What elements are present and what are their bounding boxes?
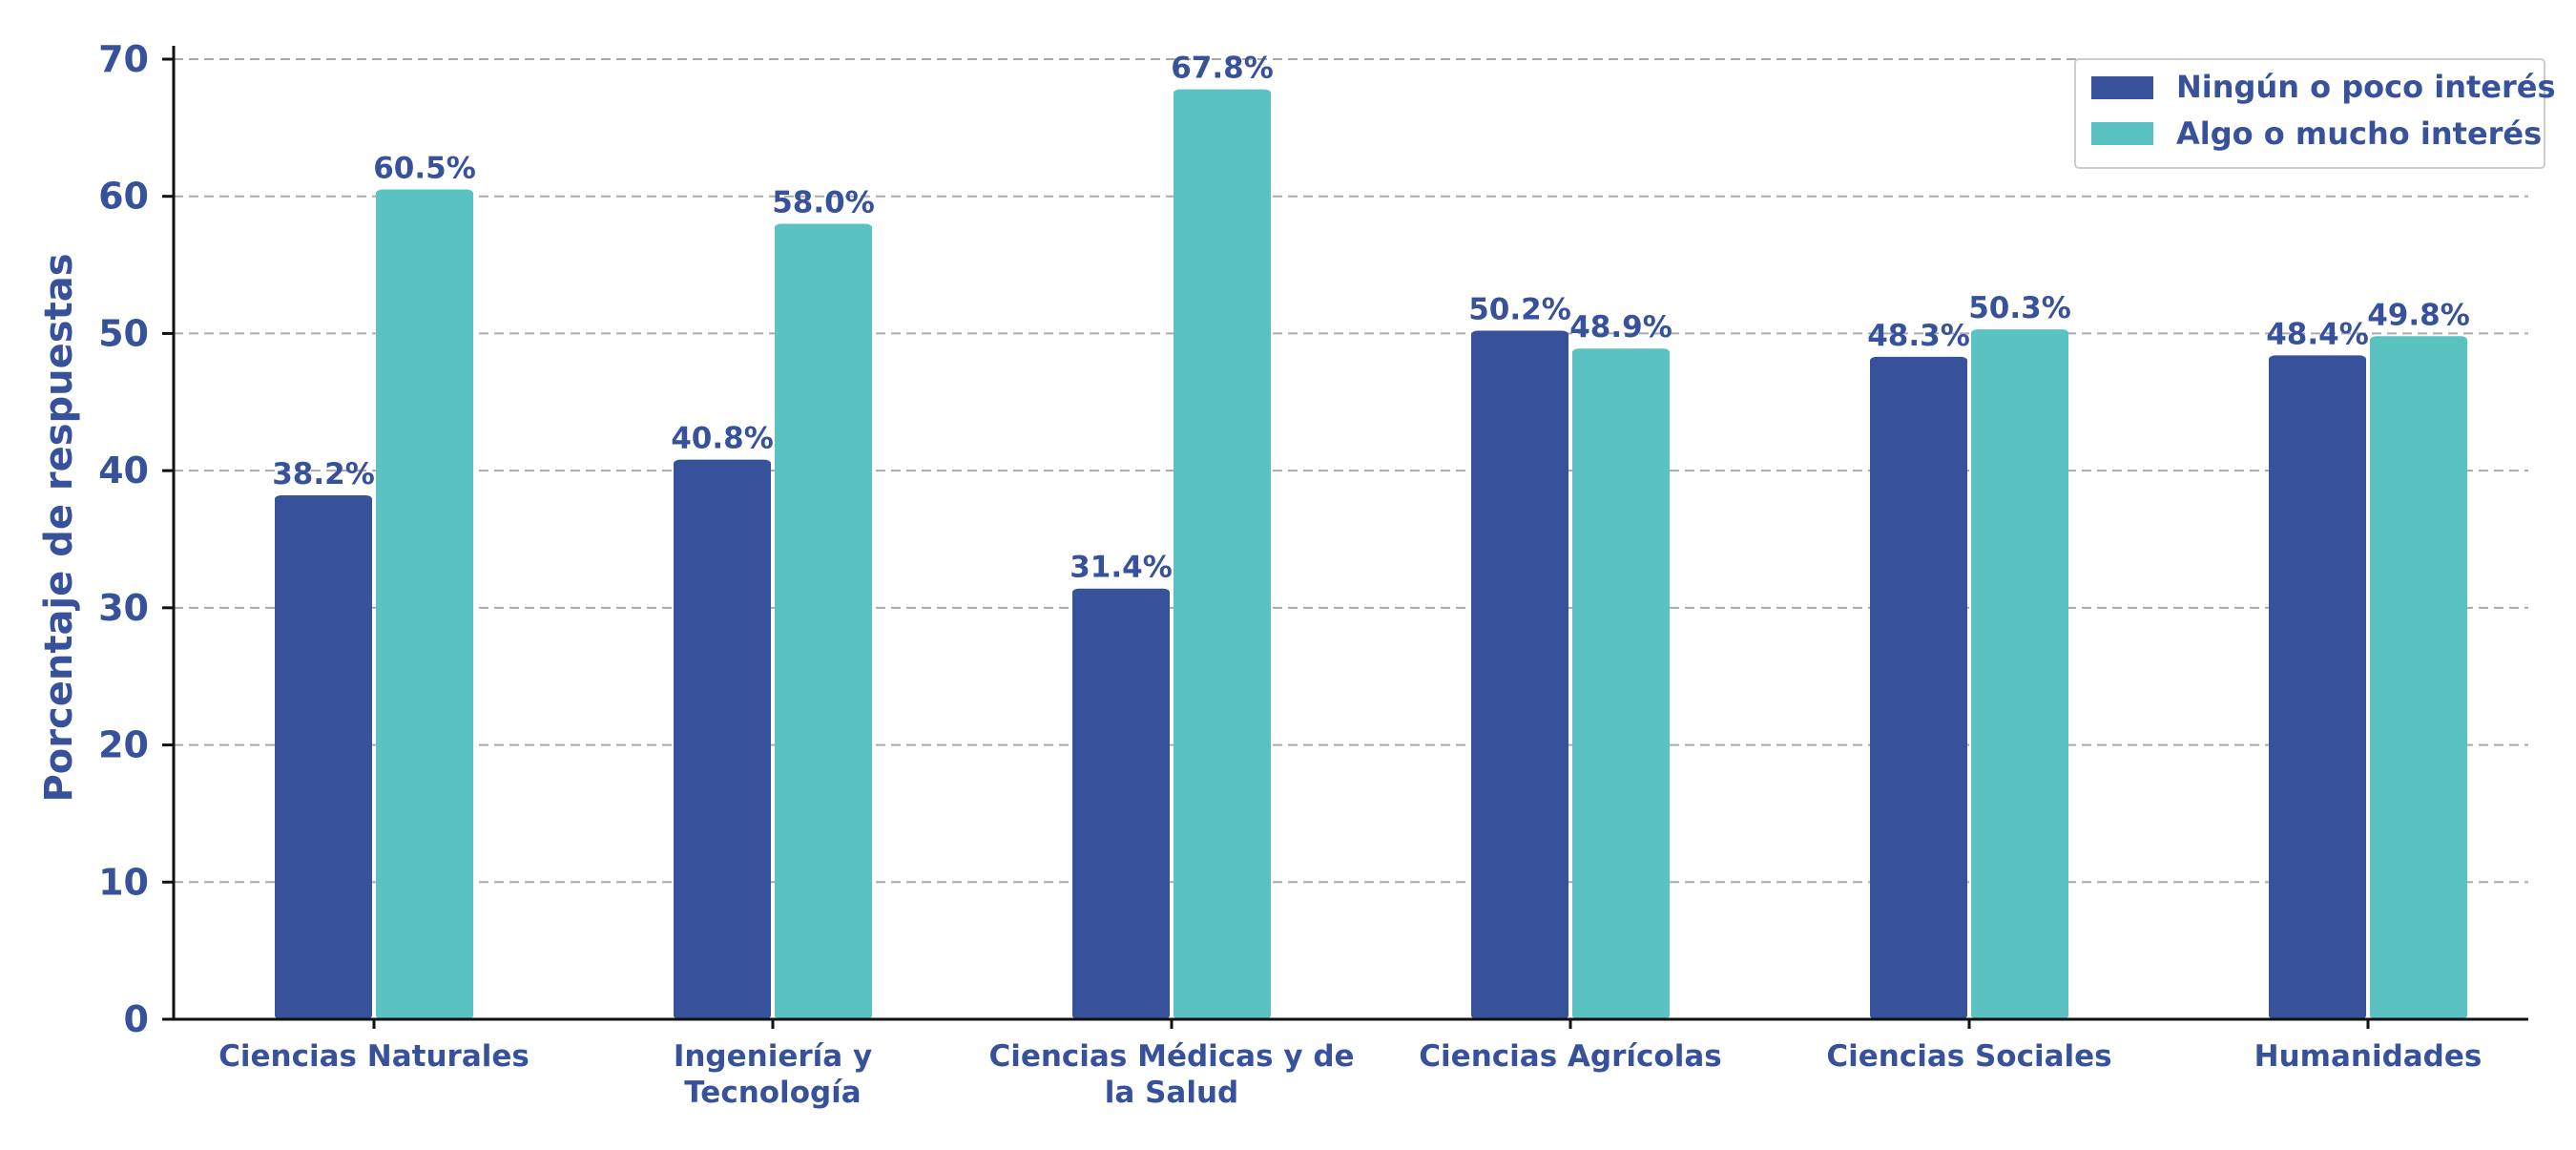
y-tick-label-10: 10 (98, 861, 149, 903)
bar-series1-cat3 (1072, 588, 1170, 1019)
y-axis-label: Porcentaje de respuestas (37, 253, 81, 802)
axes (162, 46, 2528, 1029)
value-label-series2-cat1: 60.5% (373, 152, 476, 186)
y-tick-label-60: 60 (98, 176, 149, 218)
value-label-series2-cat5: 50.3% (1968, 291, 2071, 325)
bars (275, 89, 2467, 1020)
legend-swatch-ningun (2091, 76, 2153, 99)
y-tick-label-30: 30 (98, 587, 149, 629)
x-category-label-6: Humanidades (2254, 1039, 2483, 1074)
value-label-series2-cat6: 49.8% (2367, 298, 2470, 332)
y-tick-label-70: 70 (98, 38, 149, 80)
y-tick-label-20: 20 (98, 724, 149, 766)
x-category-label-3: Ciencias Médicas y de la Salud (988, 1039, 1354, 1110)
bar-series1-cat4 (1471, 330, 1568, 1019)
y-tick-label-40: 40 (98, 450, 149, 491)
value-label-series2-cat2: 58.0% (772, 185, 875, 220)
bar-series2-cat5 (1971, 329, 2068, 1019)
legend: Ningún o poco interés Algo o mucho inter… (2074, 58, 2556, 169)
bar-series2-cat3 (1174, 89, 1271, 1020)
x-category-label-4: Ciencias Agrícolas (1419, 1039, 1721, 1074)
x-category-label-line: la Salud (1105, 1076, 1238, 1110)
x-category-label-1: Ciencias Naturales (218, 1039, 530, 1074)
value-label-series2-cat3: 67.8% (1171, 52, 1274, 86)
labels: 0 10 20 30 40 50 60 70 38.2% 40.8% 31.4% 50.2% 48.3%… (98, 38, 2482, 1110)
y-tick-label-0: 0 (124, 998, 149, 1040)
legend-swatch-algo (2091, 122, 2153, 145)
bar-series2-cat4 (1572, 348, 1670, 1019)
value-label-series1-cat4: 50.2% (1468, 293, 1571, 327)
x-category-label-line: Tecnología (684, 1076, 861, 1110)
x-category-label-line: Ciencias Agrícolas (1419, 1039, 1721, 1074)
value-label-series1-cat1: 38.2% (272, 457, 375, 491)
value-label-series1-cat2: 40.8% (671, 422, 774, 456)
x-category-label-line: Humanidades (2254, 1039, 2483, 1074)
grid-lines (174, 58, 2528, 884)
bar-series1-cat6 (2269, 355, 2366, 1019)
value-label-series1-cat6: 48.4% (2266, 317, 2369, 351)
bar-series2-cat1 (376, 189, 473, 1019)
x-category-label-5: Ciencias Sociales (1826, 1039, 2111, 1074)
y-tick-label-50: 50 (98, 312, 149, 354)
legend-label-algo: Algo o mucho interés (2176, 115, 2542, 152)
bar-series1-cat1 (275, 495, 372, 1019)
value-label-series1-cat3: 31.4% (1070, 551, 1173, 585)
x-category-label-line: Ciencias Sociales (1826, 1039, 2111, 1074)
bar-series1-cat2 (674, 459, 771, 1019)
bar-series2-cat2 (775, 223, 872, 1019)
x-category-label-line: Ciencias Médicas y de (988, 1039, 1354, 1074)
x-category-label-2: Ingeniería y Tecnología (674, 1039, 872, 1110)
bar-series2-cat6 (2370, 336, 2467, 1019)
bar-series1-cat5 (1870, 356, 1967, 1019)
x-category-label-line: Ciencias Naturales (218, 1039, 530, 1074)
value-label-series2-cat4: 48.9% (1569, 310, 1672, 345)
x-category-label-line: Ingeniería y (674, 1039, 872, 1074)
legend-frame (2074, 58, 2545, 169)
legend-label-ningun: Ningún o poco interés (2176, 69, 2556, 105)
value-label-series1-cat5: 48.3% (1867, 319, 1970, 353)
